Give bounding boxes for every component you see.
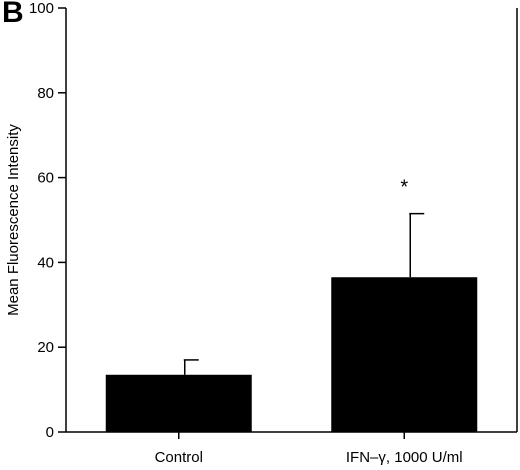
panel-label: B bbox=[2, 0, 24, 29]
y-tick-label: 20 bbox=[37, 339, 54, 356]
significance-marker: * bbox=[400, 177, 408, 199]
category-labels: Control IFN–γ, 1000 U/ml bbox=[155, 432, 463, 466]
y-tick-label: 80 bbox=[37, 85, 54, 102]
category-label: Control bbox=[155, 449, 203, 466]
y-ticks: 0 20 40 60 80 100 bbox=[29, 0, 66, 441]
bars bbox=[105, 277, 478, 432]
y-axis-title: Mean Fluorescence Intensity bbox=[5, 124, 22, 316]
y-tick-label: 0 bbox=[46, 424, 54, 441]
error-bars bbox=[183, 212, 425, 375]
bar bbox=[105, 374, 252, 432]
annotations: * bbox=[400, 177, 408, 199]
y-tick-label: 100 bbox=[29, 0, 54, 17]
y-tick-label: 60 bbox=[37, 170, 54, 187]
bar bbox=[331, 277, 478, 432]
category-label: IFN–γ, 1000 U/ml bbox=[346, 449, 463, 466]
y-tick-label: 40 bbox=[37, 254, 54, 271]
